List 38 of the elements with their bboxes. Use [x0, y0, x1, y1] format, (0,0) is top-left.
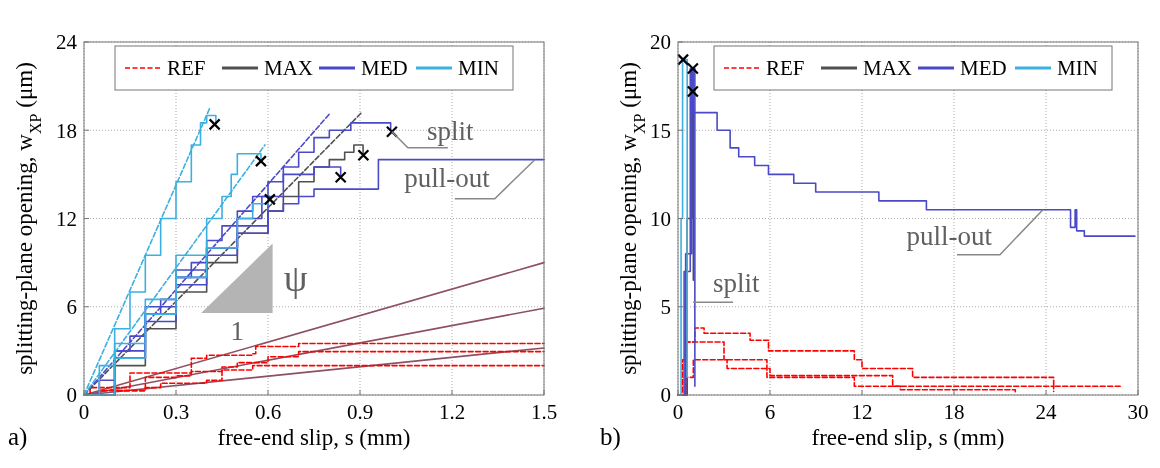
- legend-label: REF: [167, 56, 206, 81]
- annotation: ψ: [283, 256, 308, 299]
- x-tick-label: 12: [851, 400, 873, 424]
- legend-label: MIN: [458, 56, 499, 81]
- y-tick-label: 10: [650, 206, 671, 231]
- x-tick-label: 0.3: [162, 400, 190, 424]
- text: b): [600, 423, 621, 451]
- annotation: split: [426, 115, 474, 146]
- x-tick-label: 6: [764, 400, 776, 424]
- y-tick-label: 15: [650, 118, 671, 143]
- text: a): [8, 423, 28, 451]
- annotation: pull-out: [404, 162, 491, 193]
- legend-label: MED: [960, 56, 1007, 81]
- y-tick-label: 0: [66, 383, 77, 408]
- y-tick-label: 20: [650, 30, 671, 55]
- y-tick-label: 24: [56, 30, 78, 55]
- x-axis-title: free-end slip, s (mm): [217, 425, 411, 450]
- legend-label: MIN: [1057, 56, 1098, 81]
- legend-label: MAX: [264, 56, 314, 81]
- y-tick-label: 18: [56, 118, 77, 143]
- x-axis-title: free-end slip, s (mm): [811, 425, 1005, 450]
- x-tick-label: 1.2: [438, 400, 466, 424]
- x-tick-label: 24: [1035, 400, 1057, 424]
- x-tick-label: 18: [943, 400, 965, 424]
- x-tick-label: 1.5: [530, 400, 558, 424]
- legend-label: MAX: [863, 56, 913, 81]
- annotation: split: [713, 268, 761, 299]
- x-tick-label: 30: [1127, 400, 1149, 424]
- y-tick-label: 6: [66, 295, 77, 320]
- y-tick-label: 12: [56, 206, 77, 231]
- x-tick-label: 0.9: [346, 400, 374, 424]
- legend-label: REF: [766, 56, 805, 81]
- y-tick-label: 5: [660, 295, 671, 320]
- annotation: pull-out: [906, 220, 993, 251]
- y-tick-label: 0: [660, 383, 671, 408]
- legend-label: MED: [361, 56, 408, 81]
- annotation: 1: [230, 315, 245, 346]
- x-tick-label: 0.6: [254, 400, 282, 424]
